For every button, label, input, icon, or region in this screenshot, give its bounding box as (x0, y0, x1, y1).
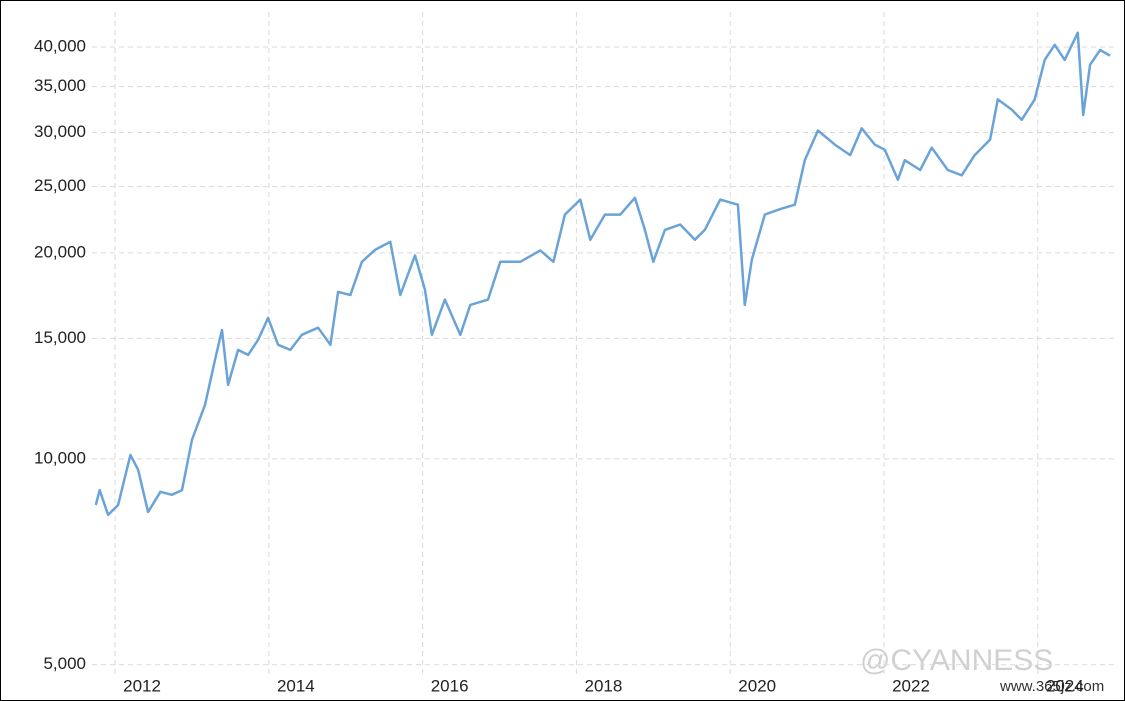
x-tick-label: 2012 (123, 676, 161, 695)
y-tick-label: 25,000 (34, 176, 86, 195)
y-tick-label: 10,000 (34, 448, 86, 467)
watermark: @CYANNESS (860, 644, 1053, 677)
y-tick-label: 35,000 (34, 76, 86, 95)
y-tick-label: 40,000 (34, 36, 86, 55)
y-tick-label: 20,000 (34, 242, 86, 261)
x-tick-label: 2014 (277, 676, 315, 695)
y-tick-label: 30,000 (34, 122, 86, 141)
x-tick-label: 2022 (892, 676, 930, 695)
x-tick-label: 2020 (738, 676, 776, 695)
watermark-url: www.365jz.com (999, 678, 1104, 695)
price-line (94, 31, 1111, 517)
y-tick-label: 5,000 (43, 654, 86, 673)
x-tick-label: 2018 (585, 676, 623, 695)
x-tick-label: 2024 (1046, 676, 1084, 695)
x-tick-label: 2016 (431, 676, 469, 695)
y-tick-label: 15,000 (34, 328, 86, 347)
